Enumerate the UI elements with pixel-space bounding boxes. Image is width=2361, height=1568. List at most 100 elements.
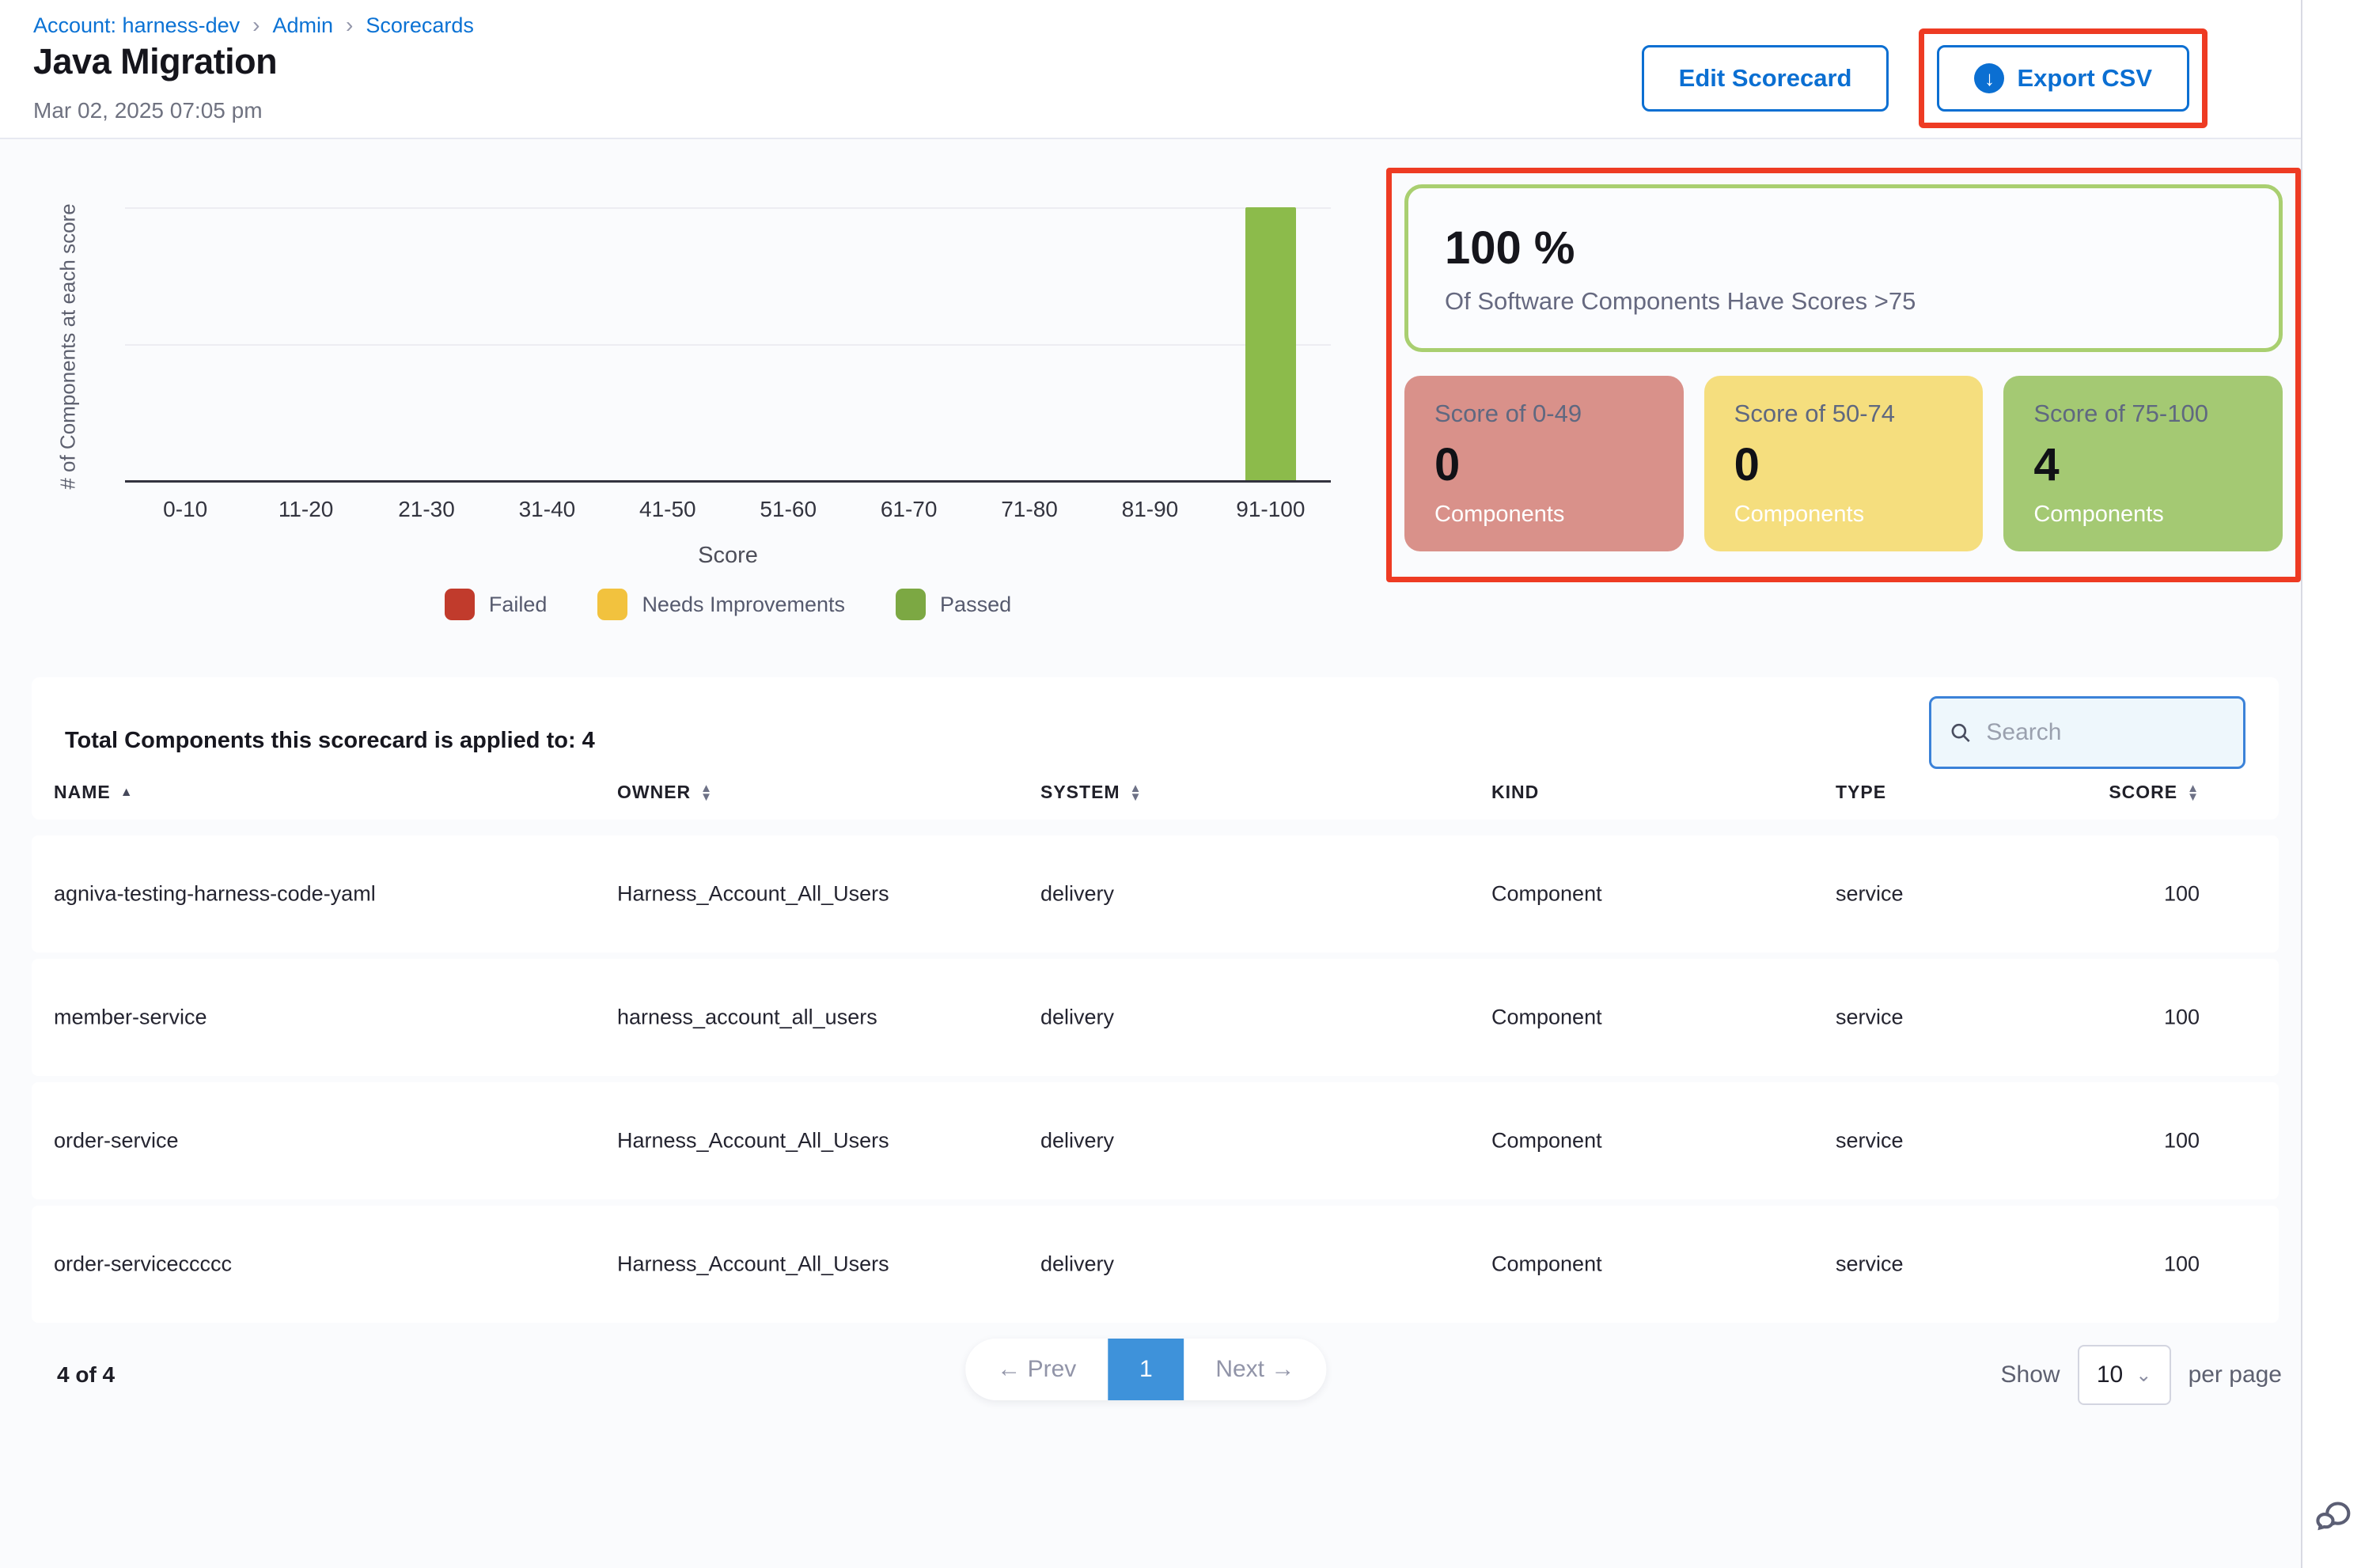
x-tick-label: 21-30 <box>398 497 455 521</box>
column-header-name[interactable]: NAME ▲ <box>54 782 134 803</box>
score-band-value: 4 <box>2033 438 2060 490</box>
cell-type: service <box>1836 1252 1904 1276</box>
bar-slot <box>608 207 728 480</box>
breadcrumb: Account: harness-dev › Admin › Scorecards <box>33 13 474 38</box>
export-csv-label: Export CSV <box>2017 64 2152 92</box>
page-size-value: 10 <box>2096 1362 2124 1388</box>
cell-type: service <box>1836 1005 1904 1029</box>
edit-scorecard-button[interactable]: Edit Scorecard <box>1641 45 1889 112</box>
chart-x-tick-labels: 0-10 11-20 21-30 31-40 41-50 51-60 61-70 71-80 8… <box>125 497 1331 522</box>
table-row[interactable]: member-service harness_account_all_users d… <box>32 959 2279 1076</box>
breadcrumb-link[interactable]: Account: harness-dev <box>33 13 241 37</box>
score-band-value: 0 <box>1734 438 1760 490</box>
search-input[interactable] <box>1986 719 2226 746</box>
legend-item: Failed <box>444 589 548 620</box>
scorecard-timestamp: Mar 02, 2025 07:05 pm <box>33 98 263 123</box>
column-header-label: OWNER <box>617 782 692 802</box>
header-actions: Edit Scorecard ↓ Export CSV <box>1641 28 2208 128</box>
breadcrumb-link[interactable]: Scorecards <box>366 13 474 37</box>
cell-kind: Component <box>1491 1005 1602 1029</box>
table-row[interactable]: agniva-testing-harness-code-yaml Harness_… <box>32 835 2279 953</box>
score-band-label: Score of 50-74 <box>1734 400 1896 427</box>
score-band-label: Score of 0-49 <box>1434 400 1582 427</box>
bar-slot <box>366 207 487 480</box>
components-table-rows: agniva-testing-harness-code-yaml Harness_… <box>32 835 2279 1329</box>
x-tick-label: 11-20 <box>278 497 334 521</box>
bar-slot <box>125 207 245 480</box>
bar-91-100 <box>1245 207 1296 480</box>
x-tick-label: 71-80 <box>1001 497 1058 521</box>
top-header: Account: harness-dev › Admin › Scorecards Ja… <box>0 0 2301 139</box>
cell-name: order-serviceccccc <box>54 1252 233 1276</box>
export-csv-button[interactable]: ↓ Export CSV <box>1937 45 2189 112</box>
column-header-label: TYPE <box>1836 782 1887 802</box>
edit-scorecard-label: Edit Scorecard <box>1678 64 1852 92</box>
components-table-title: Total Components this scorecard is appli… <box>65 728 595 753</box>
score-band-card: Score of 0-49 0 Components <box>1404 376 1684 551</box>
bar-slot <box>728 207 848 480</box>
column-header-score[interactable]: SCORE ▲ ▼ <box>2073 782 2200 803</box>
page-size-select[interactable]: 10 ⌄ <box>2077 1345 2171 1405</box>
chart-x-axis-label: Score <box>698 543 758 568</box>
score-distribution-chart: # of Components at each score 4 2 0 0-10… <box>0 139 1385 661</box>
bar-slot <box>848 207 968 480</box>
legend-swatch <box>896 589 927 620</box>
page-size-group: Show 10 ⌄ per page <box>2001 1345 2282 1405</box>
prev-page-button[interactable]: ← Prev <box>965 1339 1108 1400</box>
cell-owner: Harness_Account_All_Users <box>617 1128 889 1153</box>
page-title: Java Migration <box>33 41 278 81</box>
bar-slot <box>1090 207 1210 480</box>
scrollbar-gutter[interactable] <box>2301 0 2361 1568</box>
score-band-caption: Components <box>1434 502 1565 527</box>
table-row[interactable]: order-serviceccccc Harness_Account_All_Us… <box>32 1206 2279 1323</box>
x-tick-label: 61-70 <box>880 497 938 521</box>
score-band-value: 0 <box>1434 438 1461 490</box>
gridline-4 <box>125 207 1331 209</box>
cell-system: delivery <box>1040 1128 1115 1153</box>
bar-slot <box>1211 207 1331 480</box>
pager-pages: 1 <box>1108 1339 1184 1400</box>
legend-swatch <box>444 589 475 620</box>
cell-score: 100 <box>2163 1005 2200 1029</box>
cell-owner: harness_account_all_users <box>617 1005 877 1029</box>
chat-support-icon[interactable] <box>2310 1492 2356 1538</box>
score-headline-card: 100 % Of Software Components Have Scores… <box>1404 184 2283 352</box>
chevron-down-icon: ⌄ <box>2136 1364 2152 1386</box>
search-box <box>1929 696 2245 769</box>
column-header-owner[interactable]: OWNER ▲ ▼ <box>617 782 713 803</box>
x-tick-label: 81-90 <box>1121 497 1179 521</box>
column-header-system[interactable]: SYSTEM ▲ ▼ <box>1040 782 1142 803</box>
gridline-2 <box>125 343 1331 346</box>
bar-slot <box>245 207 366 480</box>
page-button-1[interactable]: 1 <box>1108 1339 1184 1400</box>
chart-bars <box>125 207 1331 480</box>
cell-kind: Component <box>1491 881 1602 906</box>
cell-owner: Harness_Account_All_Users <box>617 881 889 906</box>
column-header-kind: KIND <box>1491 782 1539 803</box>
breadcrumb-separator: › <box>252 13 260 37</box>
score-band-caption: Components <box>2033 502 2164 527</box>
cell-score: 100 <box>2163 1252 2200 1276</box>
score-band-cards: Score of 0-49 0 Components Score of 50-74 0 C… <box>1404 376 2283 551</box>
components-table-header-card: Total Components this scorecard is appli… <box>32 677 2279 820</box>
next-page-button[interactable]: Next → <box>1184 1339 1327 1400</box>
legend-label: Failed <box>488 592 548 616</box>
table-row[interactable]: order-service Harness_Account_All_Users de… <box>32 1082 2279 1199</box>
bar-slot <box>969 207 1090 480</box>
score-band-card: Score of 50-74 0 Components <box>1703 376 1984 551</box>
headline-caption: Of Software Components Have Scores >75 <box>1445 286 1916 315</box>
export-annotation-highlight: ↓ Export CSV <box>1919 28 2208 128</box>
column-header-label: KIND <box>1491 782 1540 802</box>
sort-icon: ▲ ▼ <box>1129 781 1143 804</box>
breadcrumb-separator: › <box>346 13 354 37</box>
cell-kind: Component <box>1491 1128 1602 1153</box>
sort-ascending-icon: ▲ <box>119 785 134 799</box>
score-band-caption: Components <box>1734 502 1865 527</box>
show-label: Show <box>2000 1362 2060 1388</box>
column-header-label: SCORE <box>2109 782 2178 802</box>
summary-annotation-highlight: 100 % Of Software Components Have Scores… <box>1386 168 2301 582</box>
sort-icon: ▲ ▼ <box>700 781 714 804</box>
x-tick-label: 51-60 <box>760 497 817 521</box>
breadcrumb-link[interactable]: Admin <box>272 13 333 37</box>
bar-slot <box>487 207 607 480</box>
